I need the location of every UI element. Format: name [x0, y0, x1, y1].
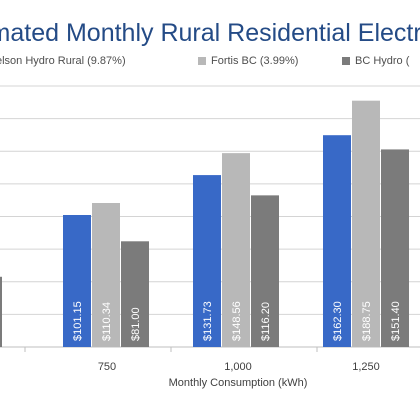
bar-nelson-hydro-rural-9-87--1,250 [323, 135, 351, 347]
data-label-1-2: $148.56 [231, 301, 243, 341]
bar-nelson-hydro-rural-9-87--1,000 [193, 175, 221, 347]
bar-fortis-bc-3-99--1,250 [352, 100, 380, 348]
legend-item-fortis-bc: Fortis BC (3.99%) [198, 55, 298, 67]
legend-item-bc-hydro: BC Hydro ( [342, 55, 409, 67]
bar-bc-hydro-1,250 [381, 149, 409, 347]
legend-label-bc-hydro: BC Hydro ( [355, 55, 410, 67]
data-label-0-1: $101.15 [72, 301, 84, 341]
bar-bc-hydro-750 [121, 241, 149, 347]
bar-fortis-bc-3-99--1,000 [222, 153, 250, 347]
x-tick-label-2: 1,000 [224, 361, 252, 373]
bar-bc-hydro-first [0, 276, 2, 347]
x-tick-label-3: 1,250 [352, 361, 380, 373]
data-label-2-3: $151.40 [390, 301, 402, 341]
x-tick-label-1: 750 [98, 361, 116, 373]
data-label-1-3: $188.75 [361, 301, 373, 341]
legend-label-nelson-hydro: elson Hydro Rural (9.87%) [0, 55, 126, 67]
chart-legend: elson Hydro Rural (9.87%) Fortis BC (3.9… [0, 55, 420, 75]
data-label-0-3: $162.30 [332, 301, 344, 341]
data-label-2-2: $116.20 [260, 302, 272, 341]
legend-swatch-bc-hydro [342, 57, 350, 65]
legend-item-nelson-hydro: elson Hydro Rural (9.87%) [0, 55, 126, 67]
x-axis-label: Monthly Consumption (kWh) [169, 377, 308, 389]
data-label-0-2: $131.73 [202, 301, 214, 341]
bar-fortis-bc-3-99--750 [92, 203, 120, 347]
legend-label-fortis-bc: Fortis BC (3.99%) [211, 55, 299, 67]
data-label-1-1: $110.34 [101, 302, 113, 341]
bar-nelson-hydro-rural-9-87--750 [63, 214, 91, 347]
data-label-2-1: $81.00 [130, 307, 142, 341]
legend-swatch-fortis-bc [198, 57, 206, 65]
chart-title: imated Monthly Rural Residential Electr [0, 19, 420, 47]
bar-bc-hydro-1,000 [251, 195, 279, 347]
